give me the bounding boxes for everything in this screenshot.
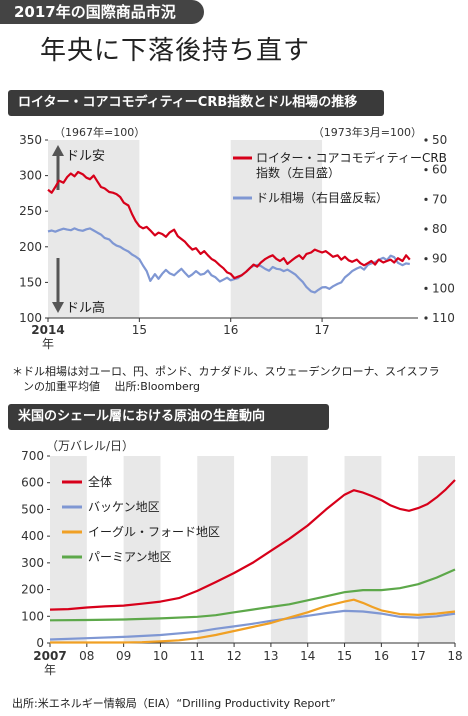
chart1-right-tick-label-5: 100 — [432, 281, 455, 295]
chart1: 350 300 250 200 150 100 50 60 70 80 90 100 110 2014 15… — [19, 125, 455, 351]
chart2-series-1 — [49, 609, 456, 641]
chart2-x-tick-label-0: 2007 — [33, 649, 66, 663]
chart1-base-right: （1973年3月=100） — [313, 125, 422, 139]
chart2-y-tick-label-2: 200 — [21, 583, 44, 597]
chart1-right-tick-label-0: 50 — [432, 133, 447, 147]
chart2-year-stripe-4 — [344, 456, 382, 643]
chart1-note-1: ＊ドル相場は対ユーロ、円、ポンド、カナダドル、スウェーデンクローナ、スイスフラ — [12, 365, 440, 378]
chart1-right-tick-5 — [424, 286, 428, 290]
chart1-left-tick-label-0: 350 — [19, 133, 42, 147]
chart2-y-tick-label-1: 100 — [21, 609, 44, 623]
chart1-year-unit: 年 — [42, 337, 54, 351]
chart1-legend-label-crb-2: 指数（左目盛） — [256, 165, 340, 180]
chart1-series-crb — [47, 170, 411, 280]
chart1-legend-label-crb-1: ロイター・コアコモディティーCRB — [256, 150, 447, 165]
chart2-legend-label-3: パーミアン地区 — [88, 550, 172, 564]
chart2-section-title: 米国のシェール層における原油の生産動向 — [8, 404, 329, 430]
chart1-right-tick-4 — [424, 257, 428, 261]
chart1-left-tick-label-4: 150 — [19, 275, 42, 289]
chart2-year-stripe-2 — [197, 456, 235, 643]
chart2-x-tick-label-4: 11 — [190, 649, 205, 663]
chart2-year-stripe-1 — [123, 456, 161, 643]
chart1-right-tick-3 — [424, 227, 428, 231]
chart2-unit: （万バレル/日） — [46, 439, 134, 453]
chart2-y-tick-label-7: 700 — [21, 449, 44, 463]
chart1-right-tick-1 — [424, 168, 428, 172]
chart2-year-stripe-3 — [270, 456, 308, 643]
chart2-y-tick-label-6: 600 — [21, 476, 44, 490]
chart1-legend-label-dollar: ドル相場（右目盛反転） — [256, 190, 388, 205]
banner: 2017年の国際商品市況 — [0, 0, 204, 24]
chart2-year-stripe-0 — [50, 456, 87, 643]
chart1-right-tick-label-2: 70 — [432, 192, 447, 206]
chart2-year-unit: 年 — [44, 663, 56, 677]
chart2-legend-label-2: イーグル・フォード地区 — [88, 525, 220, 539]
chart2-series-2 — [50, 598, 456, 644]
chart1-right-tick-label-1: 60 — [432, 163, 447, 177]
chart2-x-tick-label-8: 15 — [337, 649, 352, 663]
chart2: 0 100 200 300 400 500 600 700 2007 08 09 10 11 12 13 14… — [21, 439, 463, 677]
chart1-right-tick-label-6: 110 — [432, 311, 455, 325]
chart2-y-tick-label-5: 500 — [21, 502, 44, 516]
chart1-left-tick-label-1: 300 — [19, 169, 42, 183]
chart2-y-tick-label-4: 400 — [21, 529, 44, 543]
chart1-right-tick-6 — [424, 316, 428, 320]
headline: 年央に下落後持ち直す — [40, 36, 311, 66]
chart1-x-tick-label-3: 17 — [314, 323, 329, 337]
chart2-x-tick-label-2: 09 — [116, 649, 131, 663]
chart1-x-tick-label-2: 16 — [223, 323, 238, 337]
chart2-series-0 — [49, 479, 456, 611]
chart1-note-2: ンの加重平均値 出所:Bloomberg — [12, 380, 201, 393]
chart1-dollar-strong: ドル高 — [66, 300, 105, 316]
chart1-arrow-up-head — [52, 145, 64, 156]
chart1-right-tick-label-4: 90 — [432, 252, 447, 266]
chart1-x-tick-label-1: 15 — [132, 323, 147, 337]
chart2-x-tick-label-5: 12 — [226, 649, 241, 663]
chart2-x-tick-label-1: 08 — [79, 649, 94, 663]
chart1-base-left: （1967年=100） — [54, 125, 145, 139]
chart2-legend-label-1: バッケン地区 — [88, 500, 160, 514]
chart1-arrow-down-head — [52, 302, 64, 313]
chart2-x-tick-label-10: 17 — [411, 649, 426, 663]
chart2-y-tick-label-0: 0 — [36, 636, 44, 650]
chart1-right-tick-label-3: 80 — [432, 222, 447, 236]
chart2-x-tick-label-11: 18 — [447, 649, 462, 663]
chart2-legend-label-0: 全体 — [88, 474, 112, 489]
chart2-x-tick-label-6: 13 — [263, 649, 278, 663]
chart2-x-tick-label-3: 10 — [153, 649, 168, 663]
chart1-right-tick-0 — [424, 138, 428, 142]
chart1-x-tick-label-0: 2014 — [31, 323, 64, 337]
chart2-y-tick-label-3: 300 — [21, 556, 44, 570]
chart2-x-tick-label-9: 16 — [374, 649, 389, 663]
chart2-x-tick-label-7: 14 — [300, 649, 315, 663]
chart1-left-tick-label-2: 250 — [19, 204, 42, 218]
chart1-dollar-weak: ドル安 — [66, 149, 105, 164]
chart1-section-title: ロイター・コアコモディティーCRB指数とドル相場の推移 — [8, 90, 384, 116]
chart2-source: 出所:米エネルギー情報局（EIA）“Drilling Productivity … — [12, 697, 336, 710]
chart2-series-3 — [49, 568, 456, 622]
chart1-right-tick-2 — [424, 197, 428, 201]
chart1-series-dollar — [47, 227, 410, 294]
chart1-left-tick-label-5: 100 — [19, 311, 42, 325]
chart1-left-tick-label-3: 200 — [19, 240, 42, 254]
